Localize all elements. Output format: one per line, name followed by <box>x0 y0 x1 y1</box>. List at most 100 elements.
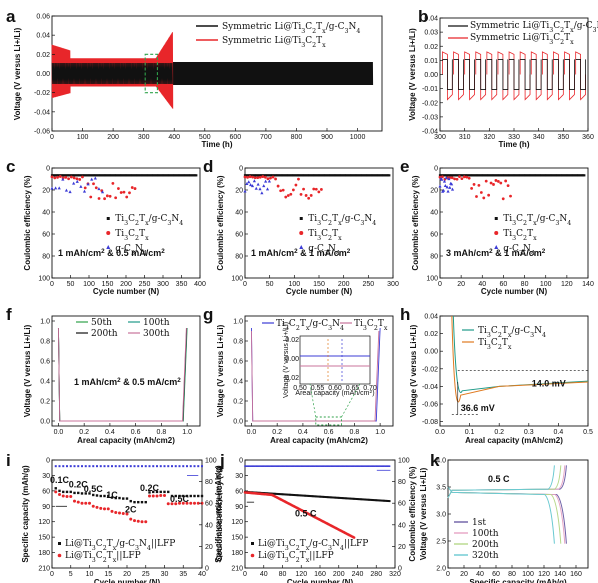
data-point <box>108 174 112 177</box>
data-point <box>454 174 458 177</box>
data-point <box>303 174 306 177</box>
data-point <box>170 494 174 498</box>
data-point <box>193 174 197 177</box>
data-point <box>304 174 307 177</box>
data-point <box>335 174 338 177</box>
j-ytick-label: 0 <box>239 458 243 465</box>
data-point <box>448 185 452 189</box>
a-xtick-label: 0 <box>50 134 54 141</box>
k-xtick-label: 160 <box>570 571 582 578</box>
series-line <box>447 486 566 544</box>
b-ytick-label: 0.02 <box>424 44 438 51</box>
f-ytick-label: 0.0 <box>40 419 50 426</box>
data-point <box>152 490 155 494</box>
data-point <box>289 465 291 467</box>
data-point <box>564 174 567 177</box>
j2-ytick-label: 60 <box>398 501 406 508</box>
data-point <box>526 174 529 177</box>
data-point <box>159 174 162 177</box>
data-point <box>356 174 359 177</box>
data-point <box>164 174 167 177</box>
data-point <box>350 497 353 500</box>
data-point <box>129 465 132 468</box>
data-point <box>62 490 65 494</box>
data-point <box>269 174 272 177</box>
data-point <box>75 179 79 183</box>
data-point <box>562 174 565 177</box>
data-point <box>309 194 313 197</box>
data-point <box>353 174 356 177</box>
zoom-link <box>309 383 317 418</box>
data-point <box>84 465 87 468</box>
data-point <box>457 174 460 177</box>
data-point <box>65 490 69 494</box>
k-ytick-label: 2.0 <box>436 566 446 573</box>
data-point <box>142 174 145 177</box>
j2-ytick-label: 40 <box>398 522 406 529</box>
data-point <box>346 465 349 467</box>
g-xtick-label: 1.0 <box>375 429 385 436</box>
data-point <box>342 497 345 500</box>
d-ytick-label: 100 <box>231 276 243 283</box>
c-xtick-label: 200 <box>120 281 132 288</box>
data-point <box>325 496 328 499</box>
data-point <box>133 519 136 523</box>
data-point <box>264 174 268 177</box>
series-line <box>520 59 531 90</box>
data-point <box>153 174 156 177</box>
a-xtick-label: 1000 <box>350 134 366 141</box>
data-point <box>324 496 327 499</box>
d-xtick-label: 0 <box>243 281 247 288</box>
data-point <box>382 174 385 177</box>
data-point <box>298 494 301 497</box>
j-xtick-label: 80 <box>279 571 287 578</box>
data-point <box>340 497 343 500</box>
i-ytick-label: 60 <box>42 488 50 495</box>
data-point <box>140 174 144 177</box>
legend-marker <box>299 231 304 235</box>
j-ytick-label: 150 <box>231 535 243 542</box>
data-point <box>258 187 262 191</box>
b-xtick-label: 350 <box>557 134 569 141</box>
data-point <box>186 465 188 468</box>
data-point <box>490 174 493 177</box>
panel-j: 0.5 C0 40 80 120 160 200 240 280 320030609012015… <box>214 458 417 583</box>
data-point <box>364 465 366 467</box>
data-point <box>302 494 305 497</box>
data-point <box>86 182 90 186</box>
data-point <box>65 495 69 499</box>
data-point <box>185 501 189 505</box>
data-point <box>347 465 350 467</box>
data-point <box>97 174 100 177</box>
data-point <box>152 174 155 177</box>
d-xtick-label: 200 <box>338 281 350 288</box>
data-point <box>370 174 374 177</box>
data-point <box>256 182 260 186</box>
rate-label: 2C <box>125 504 137 514</box>
data-point <box>287 493 290 496</box>
data-point <box>463 174 466 177</box>
series-line <box>553 59 564 90</box>
data-point <box>357 465 359 467</box>
data-point <box>152 465 155 468</box>
data-point <box>274 177 277 181</box>
series-line <box>57 327 188 422</box>
data-point <box>81 465 83 468</box>
data-point <box>351 174 354 177</box>
data-point <box>342 174 345 177</box>
data-point <box>122 174 125 177</box>
data-point <box>352 174 355 177</box>
data-point <box>73 465 76 468</box>
h-xtick-label: 0.3 <box>524 429 534 436</box>
series-line <box>486 59 498 90</box>
inset-ytick-label: 0.00 <box>285 356 299 363</box>
legend-label: Li@Ti3C2Tx||LFP <box>258 551 334 564</box>
data-point <box>90 174 93 177</box>
data-point <box>277 174 280 177</box>
e-xtick-label: 40 <box>478 281 486 288</box>
data-point <box>573 174 576 177</box>
legend-label: Ti3C2Tx <box>308 229 342 242</box>
b-xtick-label: 300 <box>434 134 446 141</box>
data-point <box>440 177 444 181</box>
data-point <box>472 174 475 177</box>
